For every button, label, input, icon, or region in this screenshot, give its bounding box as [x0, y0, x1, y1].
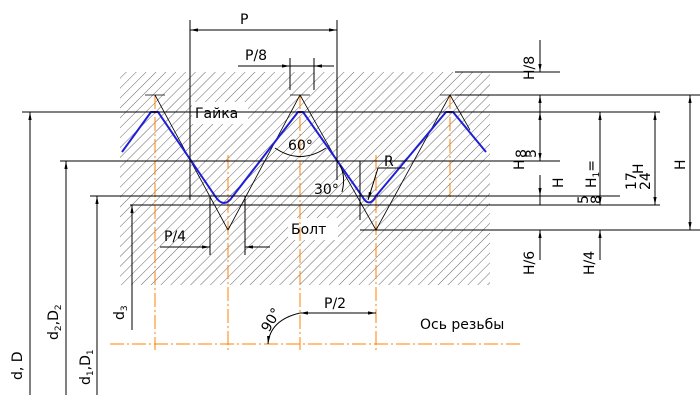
svg-text:H/6: H/6	[522, 251, 538, 275]
nut-label: Гайка	[195, 106, 238, 122]
svg-text:H/4: H/4	[582, 251, 598, 275]
p4-label: P/4	[164, 229, 186, 245]
height-dimensions	[538, 40, 692, 260]
svg-text:H/8: H/8	[522, 56, 538, 80]
svg-text:d2,D2: d2,D2	[46, 304, 64, 340]
h4-label: H/4	[582, 251, 598, 275]
svg-text:17: 17	[624, 172, 640, 190]
bolt-label: Болт	[291, 222, 326, 238]
svg-text:d1,D1: d1,D1	[78, 349, 96, 385]
fundamental-triangle	[145, 94, 471, 231]
p4-dimension	[160, 196, 270, 255]
svg-text:H: H	[631, 163, 647, 174]
angle-60-label: 60°	[288, 138, 313, 154]
extension-lines	[22, 71, 700, 231]
svg-text:3: 3	[524, 149, 540, 158]
diameter-dimensions	[28, 112, 134, 395]
angle-90-arc	[267, 312, 301, 345]
h8-label: H/8	[522, 56, 538, 80]
angle-90-label: 90°	[259, 305, 285, 335]
seventeen-24-h-label: 17 24 H	[624, 163, 654, 190]
svg-text:d3: d3	[112, 305, 130, 320]
svg-text:H: H	[551, 177, 567, 188]
three-eighths-h-label: 3 8 H	[512, 149, 540, 170]
nut-label-bg	[192, 102, 248, 124]
svg-text:24: 24	[638, 172, 654, 190]
svg-text:H: H	[512, 159, 528, 170]
svg-text:d, D: d, D	[10, 351, 26, 380]
pitch-label: P	[240, 12, 248, 28]
d3-label: d3	[112, 305, 130, 320]
svg-text:5: 5	[576, 195, 592, 204]
h1-label: H1= 5 8 H	[551, 160, 605, 204]
h-label: H	[673, 159, 689, 170]
pitch-eighth-label: P/8	[245, 48, 267, 64]
svg-text:8: 8	[514, 149, 530, 158]
d-D-label: d, D	[10, 351, 26, 380]
p2-label: P/2	[324, 296, 346, 312]
pitch-dimension	[189, 20, 338, 200]
angle-60-arc	[274, 147, 327, 157]
radius-label: R	[384, 154, 394, 170]
angle-30-label: 30°	[314, 182, 339, 198]
angle-30-arc	[339, 164, 345, 193]
svg-text:H1=: H1=	[584, 160, 602, 188]
thread-axis-label: Ось резьбы	[420, 317, 504, 333]
svg-text:H: H	[673, 159, 689, 170]
h6-label: H/6	[522, 251, 538, 275]
d2-D2-label: d2,D2	[46, 304, 64, 340]
svg-text:8: 8	[589, 195, 605, 204]
d1-D1-label: d1,D1	[78, 349, 96, 385]
